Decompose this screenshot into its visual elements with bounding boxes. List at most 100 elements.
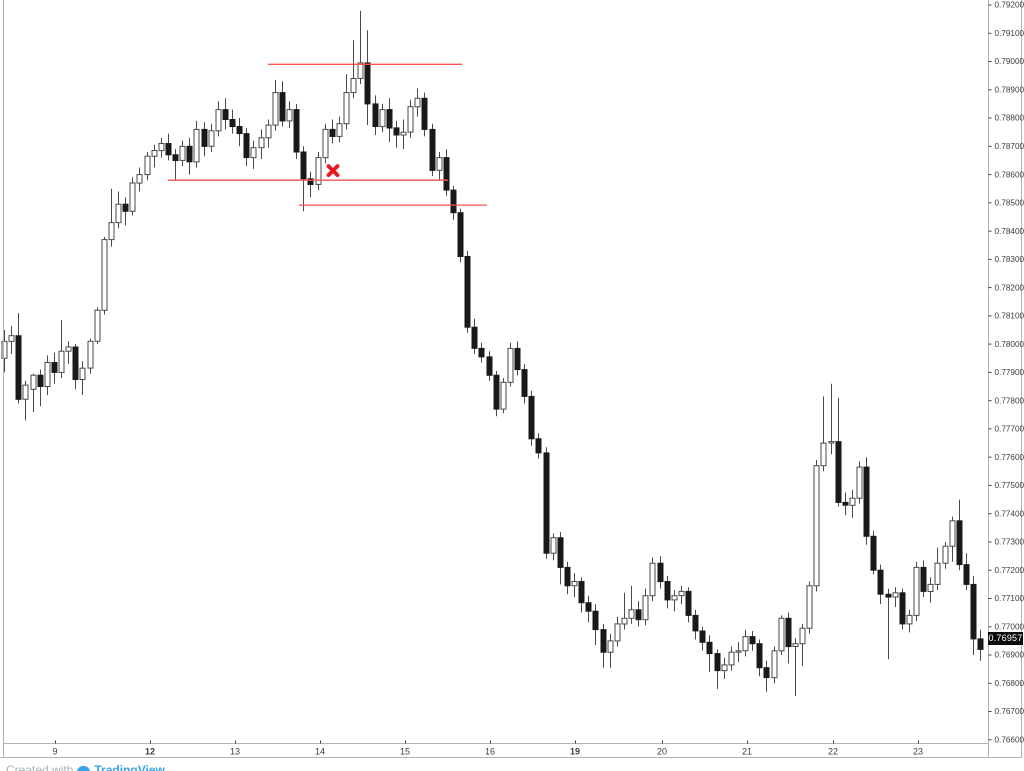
- candle: [621, 592, 628, 630]
- price-tick-label: 0.76800: [995, 679, 1024, 688]
- candle: [649, 557, 656, 602]
- candle: [977, 629, 984, 661]
- candle-body: [115, 203, 122, 224]
- candle-body: [229, 119, 236, 128]
- candle-body: [842, 501, 849, 506]
- x-marker-icon[interactable]: [326, 164, 340, 178]
- candle: [778, 615, 785, 655]
- watermark-text: Created with: [6, 763, 74, 771]
- last-price-label: 0.76957: [988, 632, 1023, 645]
- candle-body: [714, 653, 721, 672]
- price-tick-label: 0.77100: [995, 594, 1024, 603]
- candle-body: [336, 123, 343, 137]
- candle-body: [65, 346, 72, 352]
- candle-body: [507, 347, 514, 383]
- candle: [578, 577, 585, 613]
- price-tick-label: 0.78200: [995, 283, 1024, 292]
- candle: [913, 561, 920, 622]
- candle: [792, 638, 799, 696]
- tradingview-watermark[interactable]: Created with TradingView: [6, 762, 165, 771]
- candle-body: [735, 650, 742, 653]
- candle: [129, 177, 136, 216]
- candle-body: [44, 362, 51, 387]
- candle-body: [87, 340, 94, 369]
- candle-body: [657, 562, 664, 583]
- candle-body: [122, 203, 129, 212]
- candle-body: [543, 452, 550, 554]
- candle-body: [265, 124, 272, 139]
- candle-body: [578, 581, 585, 604]
- candle: [763, 660, 770, 692]
- candle-body: [550, 537, 557, 554]
- candle-body: [557, 537, 564, 568]
- candle: [970, 575, 977, 655]
- candle: [877, 564, 884, 605]
- price-tick-label: 0.78400: [995, 227, 1024, 236]
- candle-body: [329, 128, 336, 137]
- time-tick-label: 13: [230, 747, 240, 757]
- candle-body: [528, 395, 535, 440]
- candle: [350, 40, 357, 99]
- candle: [607, 633, 614, 668]
- candle-body: [279, 92, 286, 122]
- candle: [571, 573, 578, 598]
- candle: [885, 588, 892, 660]
- candle-body: [201, 128, 208, 147]
- time-axis[interactable]: 9 12 13 14 15 16 19 20 21 22 23: [3, 740, 989, 757]
- candle: [172, 149, 179, 181]
- candle-body: [806, 585, 813, 629]
- price-axis[interactable]: 0.79200 0.79100 0.79000 0.78900 0.78800 0.787…: [988, 0, 1024, 758]
- candle: [44, 355, 51, 395]
- candle: [828, 383, 835, 455]
- time-tick-label: 19: [570, 747, 580, 757]
- candle: [543, 447, 550, 559]
- candle: [507, 342, 514, 387]
- candle: [956, 499, 963, 571]
- candle: [600, 623, 607, 668]
- candle-body: [763, 667, 770, 679]
- candle: [550, 533, 557, 561]
- annotations-layer: [168, 63, 487, 206]
- candle: [179, 140, 186, 167]
- candle-body: [614, 623, 621, 642]
- time-tick-label: 22: [828, 747, 838, 757]
- candle-body: [386, 109, 393, 129]
- candle-body: [108, 222, 115, 241]
- candle: [535, 433, 542, 459]
- candle: [735, 642, 742, 663]
- candle: [243, 127, 250, 167]
- candle: [471, 318, 478, 354]
- candle-body: [642, 595, 649, 621]
- candle: [250, 140, 257, 169]
- candle: [208, 123, 215, 152]
- candle-body: [785, 617, 792, 648]
- candle-body: [771, 650, 778, 679]
- candle-body: [364, 62, 371, 105]
- candle-body: [436, 157, 443, 171]
- time-tick-label: 21: [742, 747, 752, 757]
- candle-body: [749, 636, 756, 645]
- price-tick-label: 0.78000: [995, 340, 1024, 349]
- price-tick-label: 0.77600: [995, 453, 1024, 462]
- candle: [364, 30, 371, 126]
- candle-body: [393, 127, 400, 136]
- candle-body: [158, 143, 165, 152]
- candle-body: [664, 581, 671, 601]
- candle-body: [635, 609, 642, 621]
- candle-body: [243, 133, 250, 159]
- candle-body: [58, 350, 65, 373]
- candle-body: [357, 62, 364, 79]
- candle: [144, 152, 151, 181]
- candle-body: [970, 583, 977, 640]
- candle-body: [372, 103, 379, 128]
- candle-body: [877, 569, 884, 595]
- candle: [15, 313, 22, 404]
- candle-body: [151, 150, 158, 157]
- candle: [963, 553, 970, 590]
- candle: [336, 116, 343, 143]
- candle: [37, 369, 44, 407]
- candle: [842, 492, 849, 516]
- price-tick-label: 0.79200: [995, 1, 1024, 10]
- candle-body: [756, 643, 763, 669]
